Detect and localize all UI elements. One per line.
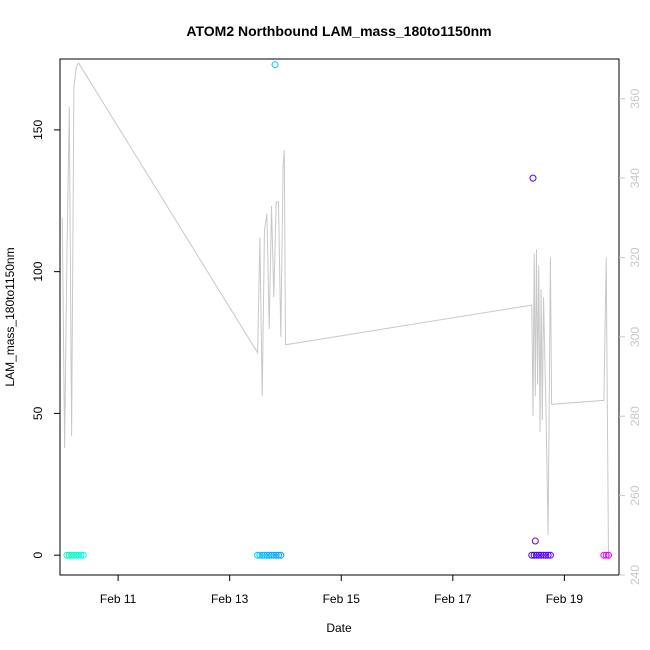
x-axis-label: Date [326, 621, 352, 635]
x-tick-label: Feb 11 [100, 592, 137, 606]
data-point [65, 551, 73, 559]
data-point [75, 551, 83, 559]
data-point [270, 551, 278, 559]
data-point [63, 551, 71, 559]
x-tick-label: Feb 13 [211, 592, 249, 606]
data-point [602, 551, 610, 559]
x-tick-label: Feb 15 [323, 592, 361, 606]
data-point [263, 551, 271, 559]
y2-tick-label: 320 [628, 247, 642, 267]
y2-tick-label: 340 [628, 168, 642, 188]
data-point [261, 551, 268, 559]
data-point [542, 551, 550, 559]
point-series-layer [63, 61, 612, 559]
line-series-layer [61, 62, 609, 560]
y2-tick-label: 260 [628, 485, 642, 505]
data-point [77, 551, 85, 559]
data-point [528, 551, 536, 559]
data-point [531, 537, 539, 545]
data-point [72, 551, 80, 559]
series-line [61, 62, 609, 560]
chart-title: ATOM2 Northbound LAM_mass_180to1150nm [186, 23, 491, 39]
data-point [529, 174, 537, 182]
data-point [254, 551, 262, 559]
y-tick-label: 150 [31, 120, 45, 140]
data-point [537, 551, 545, 559]
y2-tick-label: 280 [628, 406, 642, 426]
data-point [258, 551, 266, 559]
data-point [271, 61, 279, 69]
data-point [533, 551, 540, 559]
y2-tick-label: 360 [628, 88, 642, 108]
axis-layer: Feb 11 Feb 13 Feb 15 Feb 17 Feb 19 0 50 100 150 2… [31, 88, 642, 606]
data-point [275, 551, 282, 559]
data-point [540, 551, 547, 559]
data-point [256, 551, 264, 559]
x-tick-label: Feb 19 [546, 592, 584, 606]
data-point [530, 551, 538, 559]
data-point [277, 551, 285, 559]
data-point [79, 551, 87, 559]
data-point [600, 551, 608, 559]
y2-tick-label: 300 [628, 327, 642, 347]
x-tick-label: Feb 17 [434, 592, 472, 606]
data-point [544, 551, 552, 559]
y-tick-label: 100 [31, 261, 45, 281]
data-point [535, 551, 543, 559]
data-point [68, 551, 76, 559]
y-tick-label: 0 [31, 551, 45, 558]
data-point [272, 551, 280, 559]
data-point [546, 551, 554, 559]
data-point [268, 551, 275, 559]
y-axis-label: LAM_mass_180to1150nm [3, 247, 17, 386]
y2-tick-label: 240 [628, 565, 642, 585]
y-tick-label: 50 [31, 406, 45, 420]
data-point [265, 551, 273, 559]
data-point [605, 551, 612, 559]
data-point [70, 551, 78, 559]
